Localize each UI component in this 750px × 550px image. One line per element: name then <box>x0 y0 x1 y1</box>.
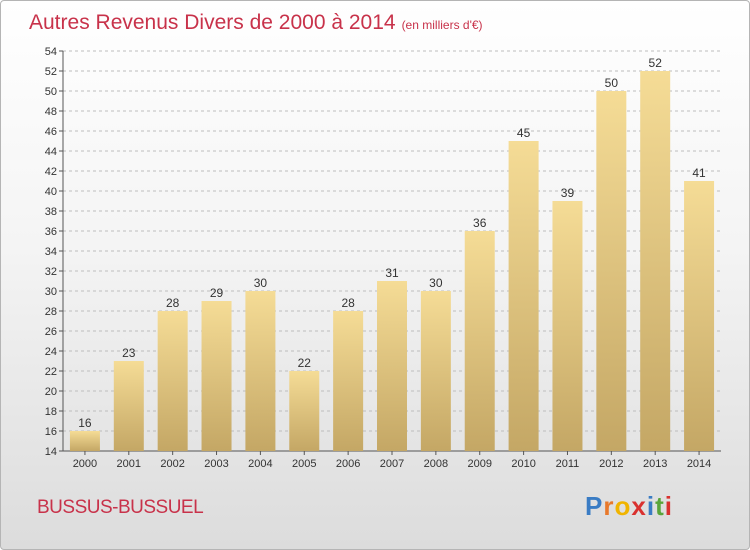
x-tick-label: 2003 <box>204 458 228 470</box>
bar <box>333 311 364 451</box>
x-tick-label: 2014 <box>687 458 711 470</box>
y-tick-label: 20 <box>45 386 57 398</box>
bar <box>640 71 671 451</box>
x-tick-label: 2012 <box>599 458 623 470</box>
data-label: 36 <box>473 216 487 230</box>
y-tick-label: 22 <box>45 366 57 378</box>
brand-letter: t <box>655 491 665 521</box>
x-tick-label: 2005 <box>292 458 316 470</box>
brand-letter: i <box>664 491 673 521</box>
y-tick-label: 18 <box>45 406 57 418</box>
brand-letter: o <box>614 491 632 521</box>
x-tick-label: 2010 <box>511 458 535 470</box>
y-tick-label: 26 <box>45 326 57 338</box>
y-tick-label: 16 <box>45 426 57 438</box>
labels: 16 2000 23 2001 28 2002 29 2003 30 2004 22 2005 28 20… <box>73 56 712 470</box>
y-tick-label: 30 <box>45 286 57 298</box>
y-tick-label: 50 <box>45 86 57 98</box>
location-label: BUSSUS-BUSSUEL <box>37 497 204 518</box>
x-tick-label: 2000 <box>73 458 97 470</box>
y-tick-label: 52 <box>45 66 57 78</box>
x-tick-label: 2009 <box>467 458 491 470</box>
data-label: 28 <box>341 296 355 310</box>
data-label: 31 <box>385 266 399 280</box>
bar <box>157 311 188 451</box>
data-label: 45 <box>517 126 531 140</box>
data-label: 39 <box>561 186 575 200</box>
bar <box>289 371 320 451</box>
y-tick-label: 14 <box>45 446 57 458</box>
bar <box>552 201 583 451</box>
y-tick-label: 42 <box>45 166 57 178</box>
bar <box>420 291 451 451</box>
brand-letter: x <box>631 491 647 521</box>
data-label: 22 <box>298 356 312 370</box>
brand-letter: i <box>646 491 656 521</box>
x-tick-label: 2002 <box>160 458 184 470</box>
y-tick-label: 40 <box>45 186 57 198</box>
data-label: 30 <box>254 276 268 290</box>
data-label: 50 <box>605 76 619 90</box>
bar <box>377 281 407 451</box>
data-label: 41 <box>692 166 706 180</box>
x-tick-label: 2011 <box>556 458 580 470</box>
bar <box>201 301 232 451</box>
bar <box>245 291 276 451</box>
y-tick-label: 44 <box>45 146 57 158</box>
bar <box>596 91 627 451</box>
bar <box>684 181 715 451</box>
bar <box>508 141 539 451</box>
data-label: 16 <box>78 416 92 430</box>
x-tick-label: 2006 <box>336 458 360 470</box>
x-tick-label: 2004 <box>248 458 272 470</box>
y-tick-label: 34 <box>45 246 57 258</box>
bar <box>464 231 495 451</box>
bar <box>69 431 100 451</box>
bars <box>69 71 715 451</box>
x-tick-label: 2001 <box>117 458 141 470</box>
data-label: 52 <box>649 56 663 70</box>
y-tick-label: 32 <box>45 266 57 278</box>
brand-letter: r <box>603 491 615 521</box>
y-tick-label: 36 <box>45 226 57 238</box>
brand-logo: Proxiti <box>585 491 673 522</box>
y-tick-label: 48 <box>45 106 57 118</box>
y-tick-label: 28 <box>45 306 57 318</box>
chart-subtitle: (en milliers d'€) <box>401 18 483 32</box>
chart-title: Autres Revenus Divers de 2000 à 2014 (en … <box>29 11 483 35</box>
data-label: 29 <box>210 286 224 300</box>
bar <box>113 361 144 451</box>
y-tick-label: 24 <box>45 346 57 358</box>
data-label: 23 <box>122 346 136 360</box>
x-tick-label: 2008 <box>424 458 448 470</box>
x-tick-label: 2007 <box>380 458 404 470</box>
y-tick-label: 38 <box>45 206 57 218</box>
y-tick-label: 54 <box>45 46 57 58</box>
data-label: 30 <box>429 276 443 290</box>
brand-letter: P <box>585 491 604 521</box>
x-tick-label: 2013 <box>643 458 667 470</box>
y-tick-label: 46 <box>45 126 57 138</box>
chart-title-text: Autres Revenus Divers de 2000 à 2014 <box>29 11 396 34</box>
data-label: 28 <box>166 296 180 310</box>
